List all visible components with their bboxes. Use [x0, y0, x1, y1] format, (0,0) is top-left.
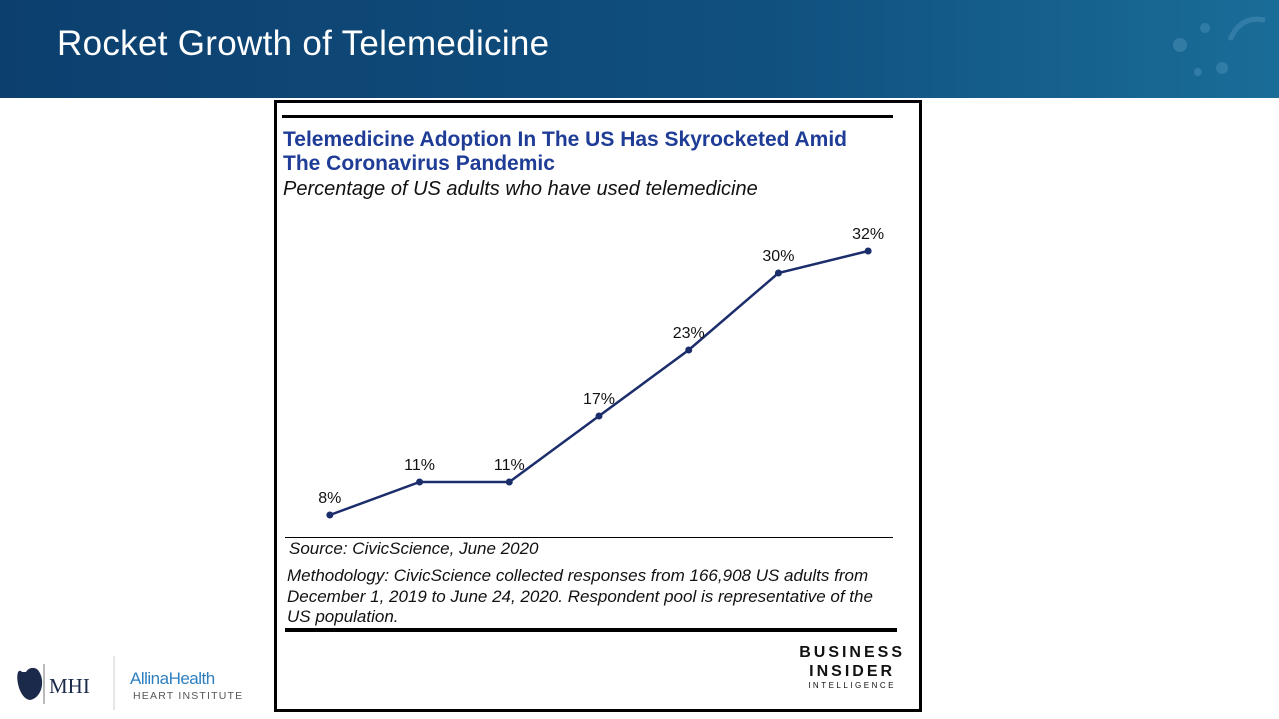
- data-label: 11%: [494, 457, 525, 474]
- data-point: [416, 478, 424, 486]
- data-point: [595, 412, 603, 420]
- data-label: 30%: [762, 248, 794, 265]
- publisher-logo: BUSINESS INSIDER INTELLIGENCE: [799, 643, 905, 690]
- chart-subtitle: Percentage of US adults who have used te…: [283, 178, 758, 200]
- allina-logo: AllinaHealth: [130, 669, 215, 688]
- bottom-rule: [285, 628, 897, 632]
- data-point: [505, 478, 513, 486]
- data-point: [685, 346, 693, 354]
- data-label: 8%: [318, 490, 341, 507]
- slide-title: Rocket Growth of Telemedicine: [57, 24, 550, 63]
- institute-logo: HEART INSTITUTE: [133, 690, 243, 702]
- mhi-logo: MHI: [49, 674, 90, 698]
- methodology: Methodology: CivicScience collected resp…: [287, 566, 873, 626]
- data-point: [774, 269, 782, 277]
- header-band: Rocket Growth of Telemedicine: [0, 0, 1279, 98]
- data-label: 32%: [852, 226, 884, 243]
- data-label: 11%: [404, 457, 435, 474]
- data-label: 23%: [673, 325, 705, 342]
- publisher-line: INSIDER: [809, 663, 896, 680]
- plot: Dec. 2019Jan. 2020Feb. 2020Mar. 2020Apr.…: [318, 226, 884, 519]
- header-decor: [1173, 16, 1266, 76]
- data-point: [864, 247, 872, 255]
- data-line: [329, 249, 869, 517]
- source: Source: CivicScience, June 2020: [289, 539, 539, 558]
- chart-title: Telemedicine Adoption In The US Has Skyr…: [283, 128, 848, 175]
- heart-icon: [17, 667, 43, 700]
- data-point: [326, 511, 334, 519]
- source-rule: [285, 537, 893, 538]
- publisher-line: INTELLIGENCE: [808, 681, 896, 690]
- top-rule: [282, 115, 893, 118]
- data-label: 17%: [583, 391, 615, 408]
- chart-frame: Telemedicine Adoption In The US Has Skyr…: [274, 100, 922, 712]
- publisher-line: BUSINESS: [799, 644, 905, 661]
- logos: MHI AllinaHealth HEART INSTITUTE: [17, 656, 243, 710]
